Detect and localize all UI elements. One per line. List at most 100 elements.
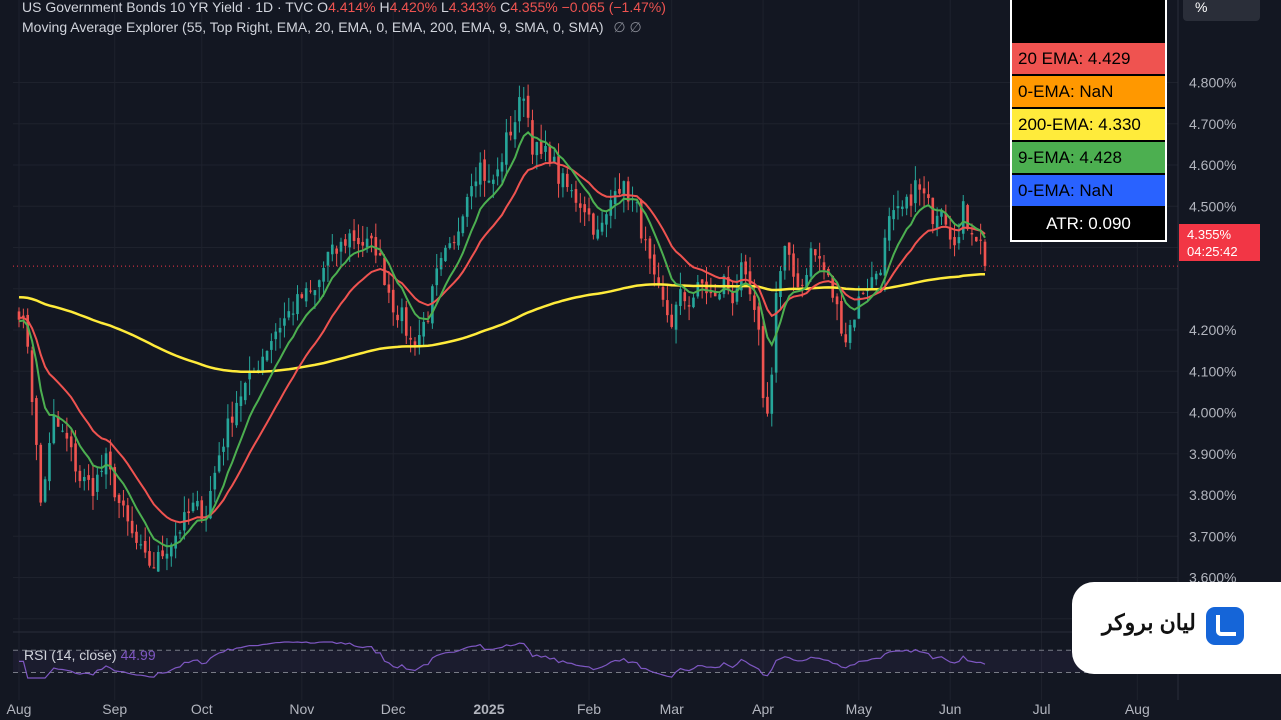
candle-body bbox=[139, 544, 143, 546]
candle-body bbox=[635, 202, 639, 204]
candle-body bbox=[191, 502, 195, 512]
candle-body bbox=[909, 194, 913, 206]
candle-body bbox=[735, 288, 739, 302]
hidden-value-icon[interactable]: ∅ ∅ bbox=[613, 19, 642, 35]
candle-body bbox=[679, 289, 682, 307]
candle-body bbox=[196, 500, 199, 507]
candle-body bbox=[304, 288, 308, 302]
candle-body bbox=[552, 156, 556, 163]
x-tick-label: Mar bbox=[660, 701, 684, 717]
candle-body bbox=[931, 197, 935, 225]
candle-body bbox=[391, 289, 395, 313]
bar-countdown: 04:25:42 bbox=[1187, 244, 1238, 259]
symbol-title[interactable]: US Government Bonds 10 YR Yield · 1D · T… bbox=[22, 0, 314, 15]
candle-body bbox=[853, 319, 856, 328]
candle-body bbox=[748, 271, 752, 295]
candle-body bbox=[983, 241, 987, 267]
candle-body bbox=[69, 436, 73, 448]
candle-body bbox=[753, 295, 756, 310]
candle-body bbox=[61, 430, 64, 432]
candle-body bbox=[82, 476, 86, 482]
candle-body bbox=[557, 156, 560, 184]
candle-body bbox=[426, 320, 430, 322]
legend-row-atr: ATR: 0.090 bbox=[1046, 214, 1131, 233]
candle-body bbox=[313, 290, 317, 296]
rsi-line bbox=[19, 641, 986, 679]
candle-body bbox=[187, 511, 191, 514]
candle-body bbox=[413, 341, 417, 346]
candle-body bbox=[352, 230, 356, 241]
rsi-value: 44.99 bbox=[120, 647, 156, 663]
y-tick-label: 4.100% bbox=[1189, 363, 1236, 379]
candle-body bbox=[500, 162, 504, 172]
candle-body bbox=[109, 451, 112, 470]
candle-body bbox=[670, 314, 674, 327]
candle-body bbox=[270, 341, 273, 350]
candle-body bbox=[496, 169, 499, 177]
indicator-title[interactable]: Moving Average Explorer (55, Top Right, … bbox=[22, 19, 604, 35]
candle-body bbox=[348, 233, 352, 248]
x-tick-label: Sep bbox=[102, 701, 127, 717]
candle-body bbox=[296, 294, 299, 315]
x-tick-label: 2025 bbox=[473, 701, 504, 717]
candle-body bbox=[370, 235, 373, 239]
candle-body bbox=[178, 532, 182, 534]
candle-body bbox=[444, 247, 447, 262]
candle-body bbox=[818, 255, 821, 259]
candle-body bbox=[892, 210, 895, 220]
candle-body bbox=[922, 188, 926, 194]
candle-body bbox=[957, 237, 961, 244]
candle-body bbox=[770, 374, 774, 414]
x-tick-label: Feb bbox=[577, 701, 601, 717]
candle-body bbox=[65, 432, 69, 439]
candle-body bbox=[692, 297, 695, 308]
candle-body bbox=[696, 282, 700, 297]
candle-body bbox=[74, 443, 77, 472]
candle-body bbox=[404, 307, 408, 336]
x-tick-label: Apr bbox=[752, 701, 774, 717]
candle-body bbox=[840, 301, 843, 334]
candle-body bbox=[378, 253, 382, 256]
candle-body bbox=[278, 327, 282, 333]
candle-body bbox=[448, 243, 452, 249]
candle-body bbox=[274, 331, 278, 340]
candle-body bbox=[587, 208, 591, 215]
candle-body bbox=[161, 550, 164, 557]
x-tick-label: Dec bbox=[381, 701, 406, 717]
broker-watermark: لیان بروکر bbox=[1072, 582, 1281, 674]
candle-body bbox=[174, 535, 177, 549]
candle-body bbox=[744, 261, 747, 275]
candle-body bbox=[887, 216, 891, 241]
candle-body bbox=[418, 335, 421, 346]
ma-legend-panel: 20 EMA: 4.429 0-EMA: NaN 200-EMA: 4.330 … bbox=[1010, 0, 1167, 242]
candle-body bbox=[56, 416, 60, 427]
candle-body bbox=[487, 180, 491, 183]
candle-body bbox=[156, 551, 160, 572]
candle-body bbox=[113, 467, 117, 498]
ema9-line bbox=[18, 131, 986, 548]
candle-body bbox=[570, 190, 573, 192]
y-tick-label: 3.800% bbox=[1189, 487, 1236, 503]
candle-body bbox=[422, 321, 425, 337]
candle-body bbox=[117, 494, 121, 503]
candle-body bbox=[918, 184, 922, 190]
candle-body bbox=[835, 296, 839, 305]
candle-body bbox=[948, 228, 952, 240]
ohlc-close: C4.355% bbox=[500, 0, 558, 15]
candle-body bbox=[491, 179, 495, 184]
rsi-legend[interactable]: RSI (14, close) 44.99 bbox=[24, 647, 156, 663]
y-tick-label: 4.700% bbox=[1189, 116, 1236, 132]
candle-body bbox=[509, 131, 513, 136]
candle-body bbox=[522, 98, 526, 101]
candle-body bbox=[431, 286, 434, 324]
candle-body bbox=[26, 314, 30, 347]
candle-body bbox=[465, 197, 469, 217]
candle-body bbox=[535, 142, 539, 156]
candle-body bbox=[966, 205, 969, 230]
candle-body bbox=[104, 453, 108, 475]
unit-toggle-button[interactable]: % bbox=[1183, 0, 1260, 21]
ohlc-low: L4.343% bbox=[440, 0, 497, 15]
candle-body bbox=[652, 254, 656, 275]
candle-body bbox=[209, 490, 212, 519]
